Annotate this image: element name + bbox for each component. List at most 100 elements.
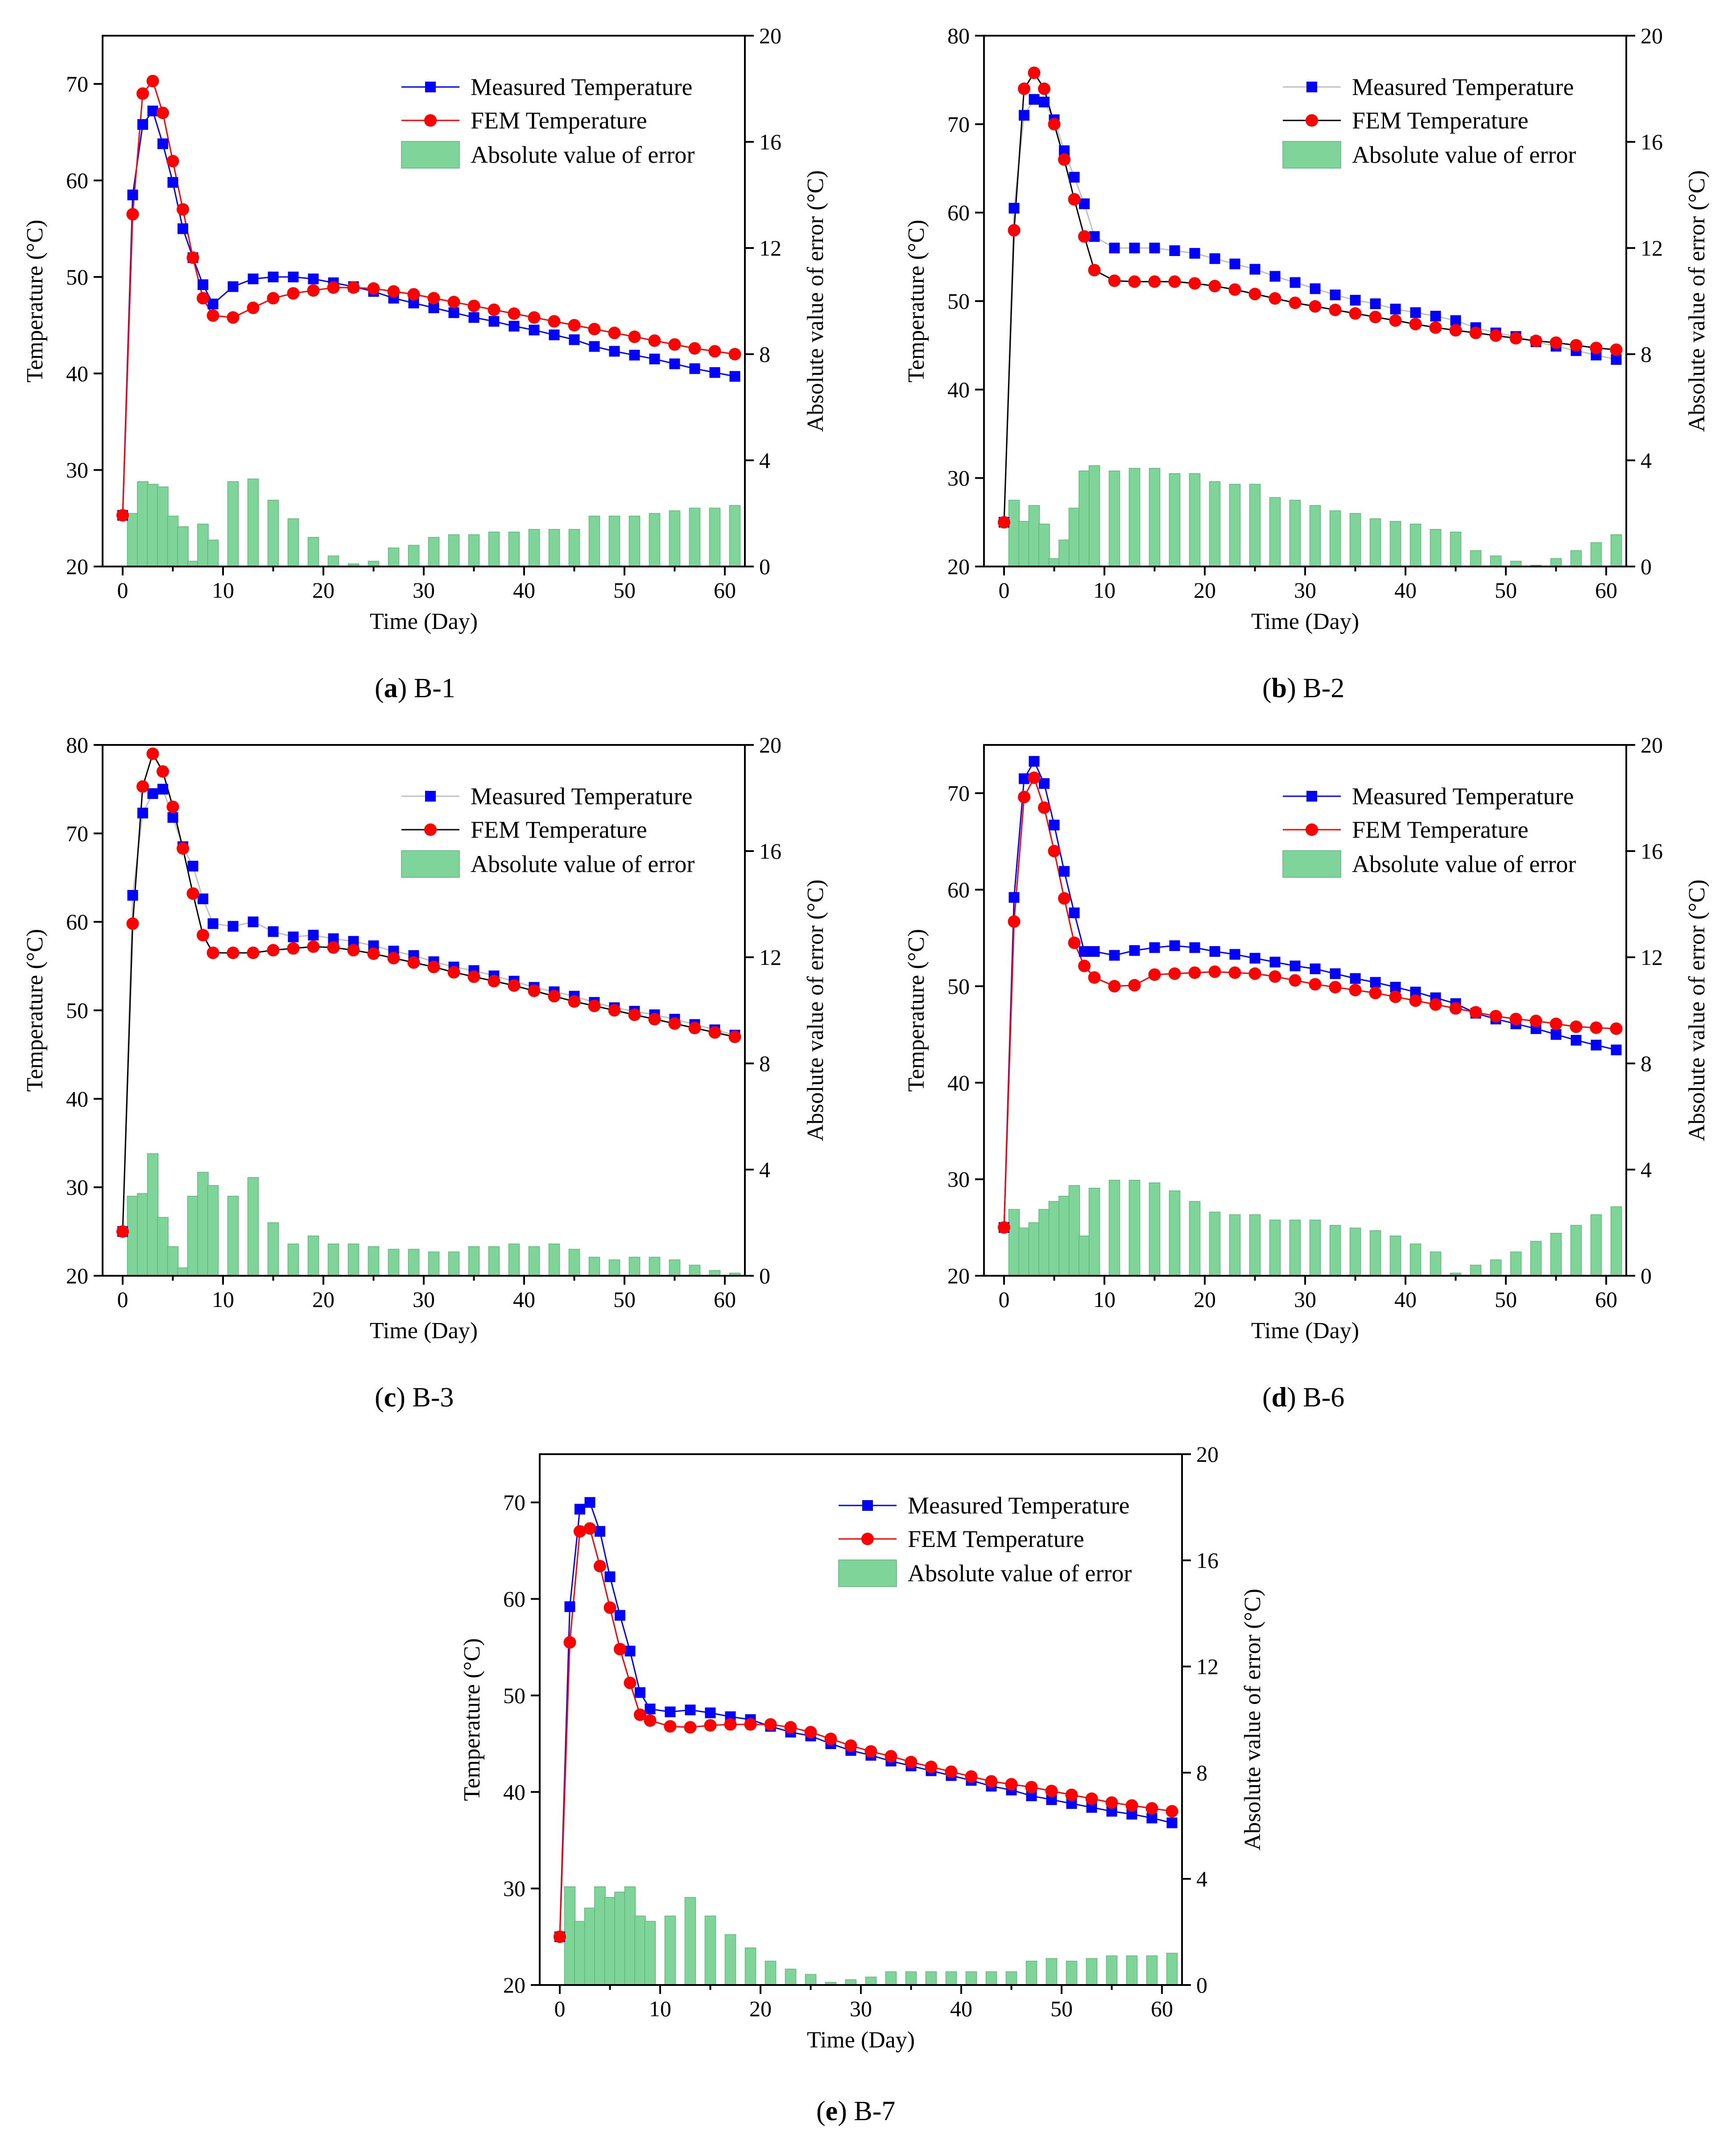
fem-point-c-14 (307, 940, 320, 953)
error-bar-d-34 (1610, 1206, 1622, 1276)
y-axis-left-title-a: Temperature (°C) (22, 219, 48, 382)
y-axis-right-title-b: Absolute value of error (°C) (1684, 170, 1710, 432)
measured-point-a-28 (589, 341, 600, 352)
measured-point-a-35 (729, 371, 740, 382)
legend-error-label-a: Absolute value of error (471, 141, 694, 168)
error-bar-c-18 (408, 1249, 420, 1276)
fem-point-a-16 (347, 281, 360, 294)
error-bar-e-26 (1005, 1971, 1017, 1985)
fem-point-c-9 (207, 947, 219, 959)
fem-point-e-31 (1085, 1792, 1098, 1805)
error-bar-d-29 (1510, 1251, 1522, 1276)
fem-point-b-29 (1489, 329, 1502, 342)
chart-panel-d: 0 10 20 30 40 50 60 20 30 40 50 60 70 0 4 8 12 16 20 Time (… (904, 732, 1710, 1344)
measured-point-b-25 (1410, 307, 1421, 318)
legend-error-swatch-e (838, 1559, 897, 1587)
legend-fem-marker-c (424, 823, 437, 836)
measured-point-c-4 (157, 784, 168, 795)
x-axis-title-b: Time (Day) (1251, 609, 1359, 634)
measured-point-d-23 (1370, 977, 1381, 988)
legend-fem-marker-a (424, 114, 437, 127)
yl-tick-label-b-0: 20 (947, 554, 970, 579)
yr-tick-label-b-5: 20 (1641, 23, 1663, 48)
error-bar-e-23 (945, 1971, 957, 1985)
fem-point-b-11 (1128, 275, 1141, 288)
error-bar-b-17 (1269, 497, 1281, 567)
error-bar-d-6 (1068, 1185, 1080, 1276)
fem-point-d-32 (1550, 1017, 1562, 1030)
fem-point-a-12 (267, 292, 280, 305)
error-bar-d-20 (1329, 1225, 1341, 1276)
legend-fem-label-a: FEM Temperature (471, 107, 647, 134)
measured-point-d-5 (1049, 819, 1060, 831)
fem-point-b-16 (1228, 283, 1241, 296)
yr-tick-label-c-2: 8 (759, 1051, 770, 1076)
fem-point-a-25 (528, 311, 541, 324)
yl-tick-label-d-3: 50 (947, 974, 970, 999)
fem-point-a-31 (648, 334, 661, 347)
legend-measured-marker-e (862, 1500, 873, 1511)
fem-point-b-2 (1018, 83, 1030, 95)
chart-panel-c: 0 10 20 30 40 50 60 20 30 40 50 60 70 80 0 4 8 12 16 20 Time… (22, 732, 828, 1344)
error-bar-b-1 (1018, 521, 1030, 567)
error-bar-b-10 (1128, 468, 1141, 567)
fem-line-d (1003, 776, 1616, 1228)
fem-point-e-33 (1125, 1799, 1138, 1812)
yl-tick-label-a-2: 40 (66, 361, 88, 386)
x-tick-label-e-0: 0 (554, 1996, 566, 2021)
measured-point-e-4 (595, 1526, 605, 1537)
yl-tick-label-d-1: 30 (947, 1167, 970, 1192)
yl-tick-label-a-3: 50 (66, 265, 88, 289)
error-bar-a-2 (147, 484, 159, 567)
fem-point-b-12 (1148, 275, 1161, 288)
fem-point-c-35 (728, 1030, 741, 1043)
fem-point-c-8 (197, 929, 209, 942)
yr-tick-label-b-4: 16 (1641, 129, 1663, 154)
yr-tick-label-e-5: 20 (1196, 1442, 1219, 1467)
error-bar-d-13 (1189, 1201, 1201, 1276)
error-bar-c-14 (327, 1243, 339, 1276)
legend-measured-label-c: Measured Temperature (471, 783, 693, 810)
legend-measured-label-b: Measured Temperature (1352, 74, 1574, 100)
error-bar-d-22 (1369, 1230, 1381, 1276)
error-bar-e-24 (965, 1971, 977, 1985)
x-axis-title-d: Time (Day) (1251, 1318, 1359, 1344)
fem-point-c-12 (267, 944, 280, 957)
error-bar-c-16 (368, 1246, 380, 1276)
error-bar-e-21 (905, 1971, 917, 1985)
fem-point-a-22 (467, 299, 480, 312)
x-axis-title-c: Time (Day) (370, 1318, 478, 1344)
fem-point-c-32 (668, 1017, 681, 1030)
fem-point-a-32 (668, 338, 681, 351)
fem-point-c-31 (648, 1013, 661, 1026)
yr-tick-label-b-3: 12 (1641, 236, 1663, 261)
error-bar-a-12 (287, 518, 299, 567)
error-bar-e-12 (724, 1934, 736, 1985)
caption-text-d: B-6 (1303, 1382, 1345, 1413)
measured-point-e-1 (564, 1601, 575, 1612)
caption-e: (e) B-7 (816, 2096, 896, 2126)
fem-point-c-3 (146, 747, 159, 760)
error-bar-c-1 (137, 1193, 149, 1276)
fem-point-c-1 (126, 917, 139, 930)
fem-point-d-5 (1048, 845, 1061, 857)
fem-point-d-10 (1108, 980, 1121, 992)
error-bar-d-7 (1079, 1236, 1090, 1276)
measured-point-a-13 (288, 271, 299, 282)
legend-error-swatch-b (1282, 141, 1341, 169)
plot-frame-e (539, 1453, 1183, 1986)
measured-point-b-12 (1149, 243, 1160, 253)
yl-tick-label-d-4: 60 (947, 877, 970, 902)
caption-label-b: b (1271, 673, 1287, 703)
measured-point-c-5 (167, 812, 178, 823)
error-bar-b-26 (1450, 531, 1462, 567)
fem-point-d-16 (1228, 966, 1241, 979)
fem-point-c-18 (387, 951, 400, 964)
fem-point-e-19 (844, 1739, 857, 1752)
fem-point-c-33 (688, 1021, 701, 1034)
caption-label-e: e (825, 2096, 838, 2126)
error-bar-c-26 (568, 1249, 580, 1276)
x-axis-title-e: Time (Day) (807, 2027, 915, 2053)
fem-point-e-14 (744, 1718, 757, 1731)
error-bar-d-8 (1088, 1187, 1100, 1276)
